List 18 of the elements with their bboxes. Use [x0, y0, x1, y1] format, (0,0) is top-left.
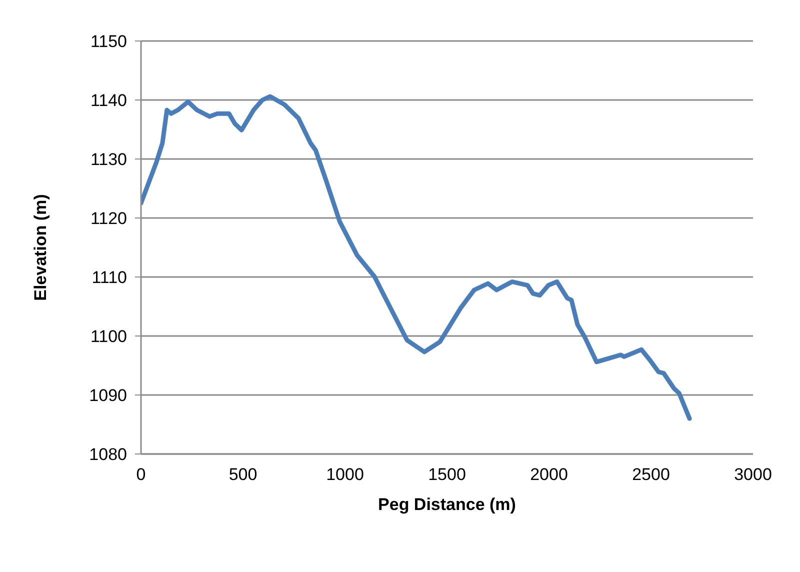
x-tick-label: 3000 — [734, 465, 772, 484]
y-tick-label: 1140 — [90, 91, 127, 110]
x-tick-label: 0 — [136, 465, 146, 484]
x-tick-label: 1500 — [428, 465, 466, 484]
y-tick-label: 1150 — [90, 32, 127, 52]
x-tick-label: 2500 — [632, 465, 670, 484]
y-tick-label: 1110 — [92, 268, 127, 288]
y-tick-label: 1130 — [90, 150, 127, 170]
x-tick-label: 2000 — [530, 465, 568, 484]
line-series — [141, 94, 692, 421]
y-axis-title: Elevation (m) — [31, 194, 50, 301]
x-axis-title: Peg Distance (m) — [378, 495, 516, 514]
y-tick-label: 1100 — [90, 327, 127, 346]
y-tick-label: 1120 — [90, 209, 127, 228]
x-tick-label: 500 — [228, 465, 258, 484]
y-tick-label: 1090 — [89, 386, 127, 406]
x-tick-label: 1000 — [326, 465, 364, 484]
y-tick-label: 1080 — [89, 445, 127, 464]
